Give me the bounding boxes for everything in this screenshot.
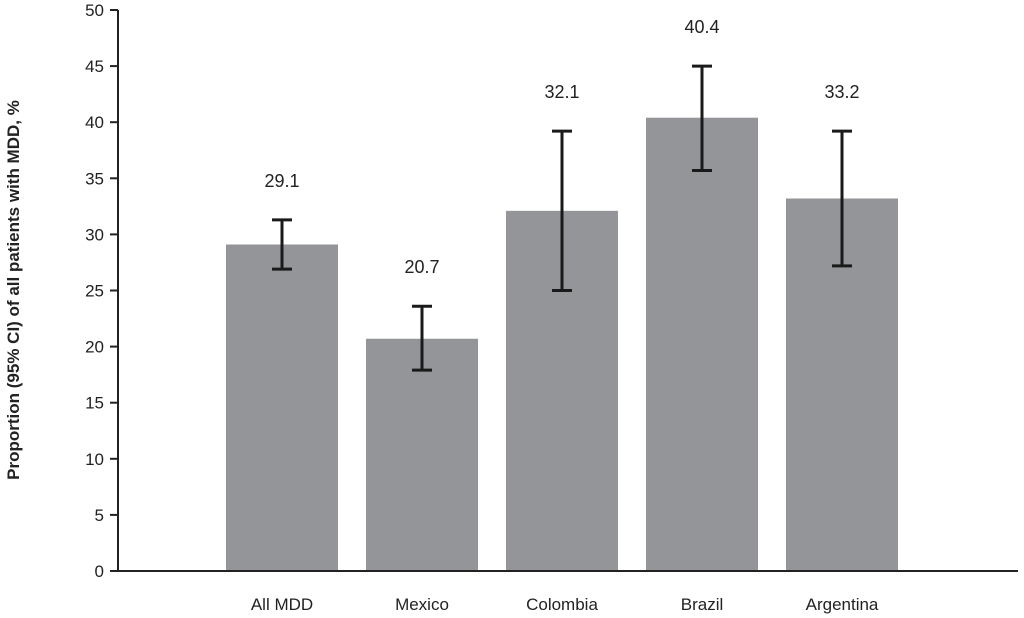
category-label: Mexico [395,595,449,614]
y-tick-label: 5 [95,506,104,525]
y-tick-label: 10 [85,450,104,469]
y-tick-label: 40 [85,113,104,132]
category-label: All MDD [251,595,313,614]
y-tick-label: 25 [85,282,104,301]
y-tick-label: 35 [85,169,104,188]
y-tick-label: 20 [85,338,104,357]
bars-group [226,117,898,572]
category-label: Colombia [526,595,598,614]
value-label: 20.7 [404,257,439,277]
value-label: 33.2 [824,82,859,102]
value-label: 29.1 [264,171,299,191]
value-labels-group: 29.1 20.7 32.1 40.4 33.2 [264,17,859,277]
y-axis-title: Proportion (95% CI) of all patients with… [4,100,23,480]
y-tick-label: 30 [85,225,104,244]
value-label: 40.4 [684,17,719,37]
bar [646,117,758,571]
x-axis: All MDD Mexico Colombia Brazil Argentina [251,595,879,614]
y-tick-label: 15 [85,394,104,413]
y-tick-label: 50 [85,1,104,20]
category-label: Argentina [806,595,879,614]
value-label: 32.1 [544,82,579,102]
error-bars-group [272,64,852,372]
category-label: Brazil [681,595,724,614]
y-tick-label: 45 [85,57,104,76]
bar [226,244,338,572]
y-axis: 0 5 10 15 20 25 30 35 40 45 50 [85,1,118,581]
y-tick-label: 0 [95,562,104,581]
bar [366,338,478,571]
